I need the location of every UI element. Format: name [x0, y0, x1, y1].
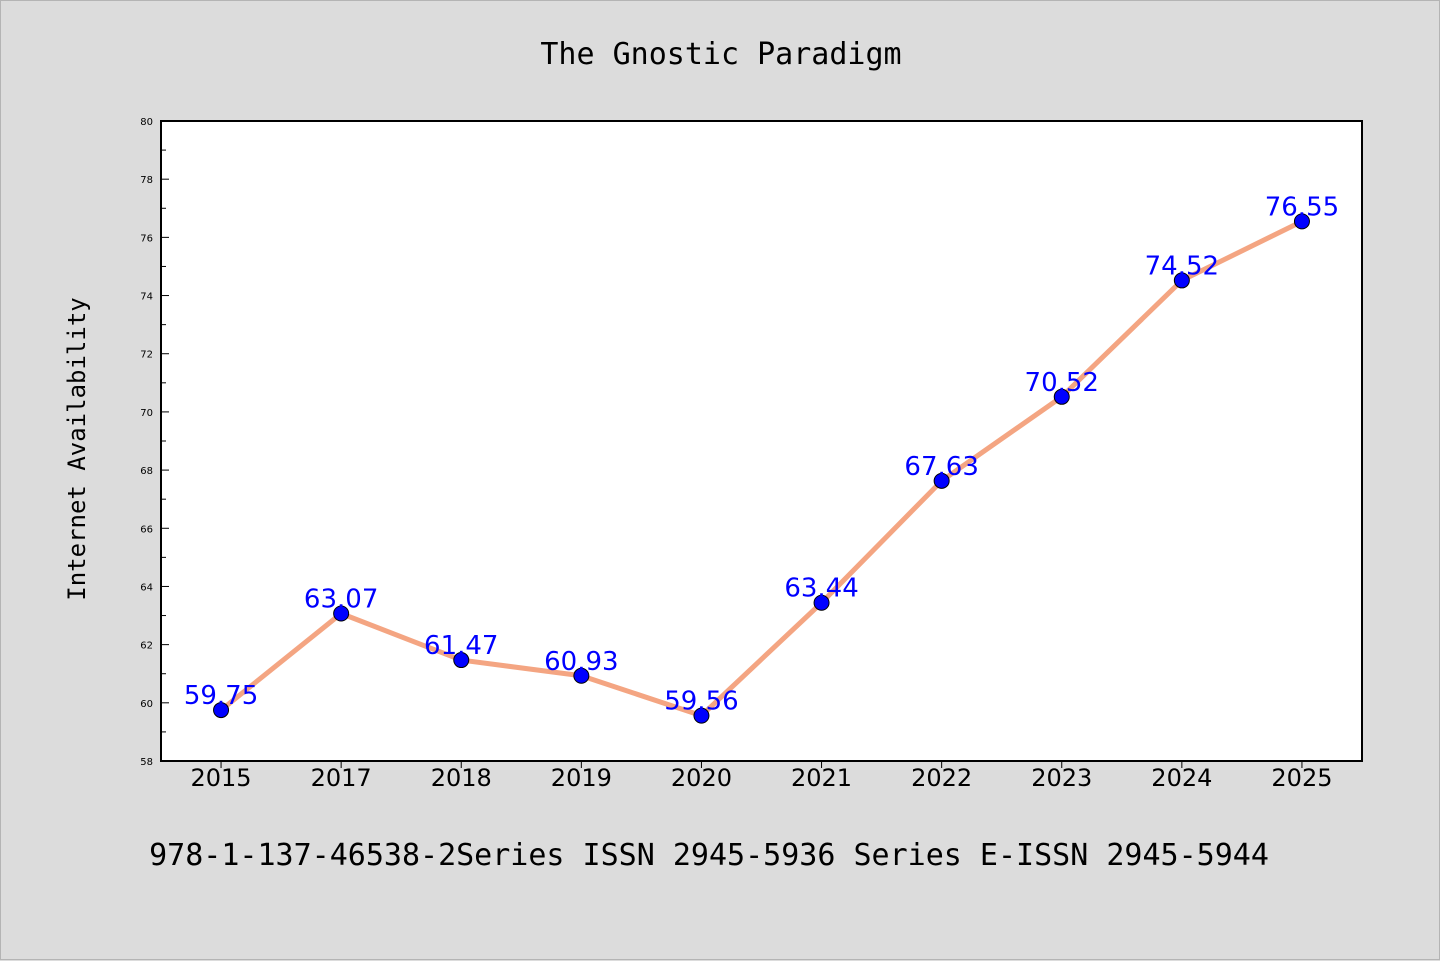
y-axis: 58 60 62 64 66 68 70 72 74 76 78 80 — [140, 117, 169, 768]
x-tick-label: 2015 — [191, 764, 252, 792]
y-tick-label: 80 — [140, 117, 153, 128]
x-tick-label: 2017 — [311, 764, 372, 792]
data-point — [933, 472, 950, 489]
data-point — [1293, 213, 1310, 230]
x-tick-label: 2021 — [791, 764, 852, 792]
data-label: 74.52 — [1145, 251, 1219, 281]
x-tick-label: 2022 — [911, 764, 972, 792]
chart-title: The Gnostic Paradigm — [540, 37, 901, 72]
data-point — [333, 605, 350, 622]
y-tick-label: 72 — [140, 350, 153, 361]
data-label: 76.55 — [1265, 192, 1339, 222]
y-axis-label: Internet Availability — [63, 297, 91, 600]
y-tick-label: 76 — [140, 233, 153, 244]
data-point — [1053, 388, 1070, 405]
data-label: 67.63 — [904, 452, 978, 482]
x-axis: 2015 2017 2018 2019 2020 2021 2022 2023 2024 2025 — [191, 761, 1332, 792]
x-tick-label: 2025 — [1271, 764, 1332, 792]
y-tick-label: 62 — [140, 641, 153, 652]
data-label: 59.56 — [664, 687, 738, 717]
data-point — [453, 652, 470, 669]
data-label: 70.52 — [1025, 368, 1099, 398]
y-tick-label: 74 — [140, 292, 153, 303]
plot-area — [160, 120, 1363, 762]
data-label: 61.47 — [424, 631, 498, 661]
x-tick-label: 2020 — [671, 764, 732, 792]
data-point — [693, 707, 710, 724]
y-tick-label: 66 — [140, 524, 153, 535]
y-tick-label: 64 — [140, 582, 153, 593]
y-tick-label: 78 — [140, 175, 153, 186]
data-label: 59.75 — [184, 681, 258, 711]
data-point — [1173, 272, 1190, 289]
data-label: 63.07 — [304, 585, 378, 615]
y-tick-label: 60 — [140, 699, 153, 710]
series-line — [213, 213, 1310, 724]
data-label: 60.93 — [544, 647, 618, 677]
footer-text: 978-1-137-46538-2Series ISSN 2945-5936 S… — [149, 838, 1269, 873]
y-tick-label: 70 — [140, 408, 153, 419]
y-tick-label: 58 — [140, 757, 153, 768]
data-point — [213, 702, 230, 719]
y-tick-label: 68 — [140, 466, 153, 477]
x-tick-label: 2024 — [1151, 764, 1212, 792]
series-path — [218, 218, 1305, 719]
data-point — [813, 594, 830, 611]
data-point — [573, 667, 590, 684]
x-tick-label: 2019 — [551, 764, 612, 792]
x-tick-label: 2018 — [431, 764, 492, 792]
x-tick-label: 2023 — [1031, 764, 1092, 792]
data-labels: 59.75 63.07 61.47 60.93 59.56 63.44 67.63 70.52… — [184, 192, 1339, 716]
data-label: 63.44 — [784, 574, 858, 604]
